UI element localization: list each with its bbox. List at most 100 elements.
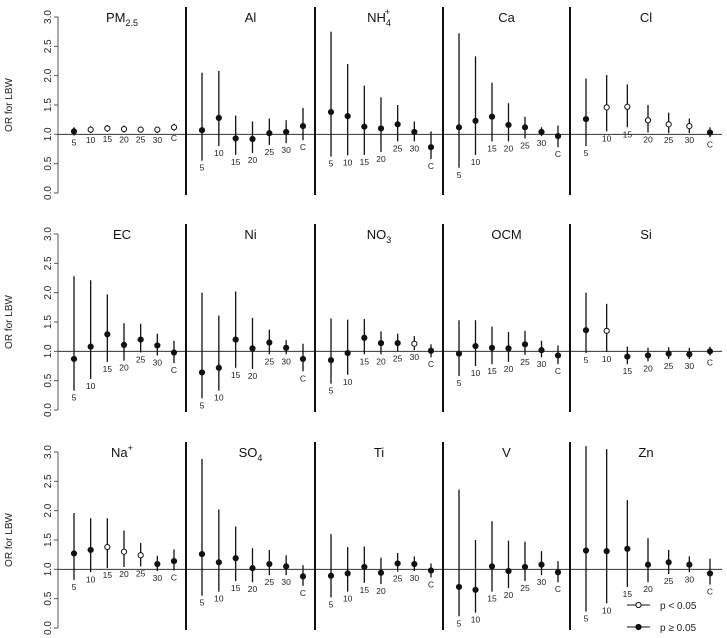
panel-title-text: Ni xyxy=(244,227,256,242)
or-marker xyxy=(394,560,401,567)
category-label: 30 xyxy=(410,143,420,153)
category-label: 5 xyxy=(584,355,589,365)
category-label: C xyxy=(300,373,306,383)
category-label: 30 xyxy=(685,135,695,145)
or-marker xyxy=(521,563,529,571)
or-marker xyxy=(394,340,401,347)
category-label: 30 xyxy=(281,577,291,587)
or-marker xyxy=(327,108,335,116)
y-tick-label: 2.0 xyxy=(43,285,54,299)
panel-title-subscript: 2.5 xyxy=(125,18,138,28)
panel-title-text: NH xyxy=(367,10,386,25)
panel-title-text: Zn xyxy=(638,445,653,460)
category-label: 25 xyxy=(136,355,146,365)
y-tick-label: 1.5 xyxy=(43,533,54,547)
category-label: 25 xyxy=(136,568,146,578)
category-label: C xyxy=(428,580,434,590)
category-label: 15 xyxy=(623,589,633,599)
or-marker xyxy=(137,336,144,343)
category-label: C xyxy=(555,149,561,159)
panel-title-superscript: + xyxy=(385,7,390,17)
or-marker xyxy=(170,349,178,356)
or-marker xyxy=(554,569,562,576)
category-label: 10 xyxy=(343,377,353,387)
category-label: 5 xyxy=(329,599,334,609)
y-tick-label: 1.0 xyxy=(43,344,54,358)
or-marker xyxy=(361,123,368,130)
y-tick-label: 0.5 xyxy=(43,591,54,605)
legend-label: p ≥ 0.05 xyxy=(660,623,697,634)
category-label: 20 xyxy=(504,590,514,600)
y-tick-label: 1.5 xyxy=(43,98,54,112)
y-tick-label: 3.0 xyxy=(43,10,54,24)
or-marker xyxy=(521,341,529,348)
category-label: 15 xyxy=(487,594,497,604)
category-label: 30 xyxy=(153,357,163,367)
or-marker xyxy=(472,117,479,124)
panel-title-text: OCM xyxy=(491,227,521,242)
panel-title-text: Na xyxy=(111,445,128,460)
category-label: 25 xyxy=(393,574,403,584)
category-label: 20 xyxy=(376,154,386,164)
category-label: 20 xyxy=(376,586,386,596)
or-marker-significant xyxy=(137,126,144,133)
or-marker xyxy=(249,135,256,143)
category-label: 10 xyxy=(214,594,224,604)
category-label: 10 xyxy=(602,605,612,615)
or-marker xyxy=(644,352,652,359)
category-label: 20 xyxy=(248,584,258,594)
y-tick-label: 0.0 xyxy=(43,621,54,635)
or-marker xyxy=(706,348,714,355)
panel-title: Al xyxy=(245,10,257,25)
category-label: 20 xyxy=(119,363,129,373)
category-label: C xyxy=(555,584,561,594)
or-marker xyxy=(249,565,256,572)
or-marker-significant xyxy=(104,125,111,132)
category-label: 15 xyxy=(623,129,633,139)
or-marker xyxy=(686,351,693,358)
panel-so4: SO4 5 10 15 20 25 30 C xyxy=(198,445,307,608)
category-label: 5 xyxy=(457,618,462,628)
category-label: 25 xyxy=(393,143,403,153)
category-label: 10 xyxy=(86,381,96,391)
or-marker xyxy=(215,364,222,371)
or-marker xyxy=(455,124,463,131)
or-marker xyxy=(361,334,368,341)
category-label: 30 xyxy=(537,138,547,148)
legend-marker xyxy=(635,623,642,631)
category-label: 25 xyxy=(520,140,530,150)
or-marker xyxy=(70,355,78,363)
category-label: 20 xyxy=(504,143,514,153)
category-label: 15 xyxy=(231,370,241,380)
panel-ni: Ni 5 10 15 20 25 30 C xyxy=(198,227,307,410)
category-label: 30 xyxy=(153,135,163,145)
panel-pm2.5: PM2.5 5 10 15 20 25 30 C xyxy=(70,10,178,148)
panel-title-subscript: 4 xyxy=(257,453,262,463)
or-marker-significant xyxy=(137,552,144,559)
panel-title-text: Al xyxy=(245,10,257,25)
category-label: 5 xyxy=(457,378,462,388)
or-marker xyxy=(249,345,256,352)
legend-marker xyxy=(635,601,642,609)
category-label: 20 xyxy=(504,364,514,374)
panel-title-text: V xyxy=(502,445,511,460)
panel-al: Al 5 10 15 20 25 30 C xyxy=(198,10,307,173)
panel-title: SO4 xyxy=(239,445,263,463)
y-axis-label: OR for LBW xyxy=(4,77,15,131)
or-marker xyxy=(686,561,693,568)
y-axis-label: OR for LBW xyxy=(4,512,15,566)
or-marker xyxy=(377,125,385,132)
or-marker-significant xyxy=(104,543,111,551)
category-label: 20 xyxy=(248,371,258,381)
or-marker xyxy=(266,339,273,346)
y-tick-label: 3.0 xyxy=(43,227,54,241)
or-marker-significant xyxy=(665,121,672,128)
y-tick-label: 2.0 xyxy=(43,503,54,517)
panel-title-text: Si xyxy=(640,227,652,242)
category-label: 25 xyxy=(265,356,275,366)
category-label: 25 xyxy=(664,361,674,371)
or-marker xyxy=(198,550,206,558)
category-label: 10 xyxy=(343,157,353,167)
